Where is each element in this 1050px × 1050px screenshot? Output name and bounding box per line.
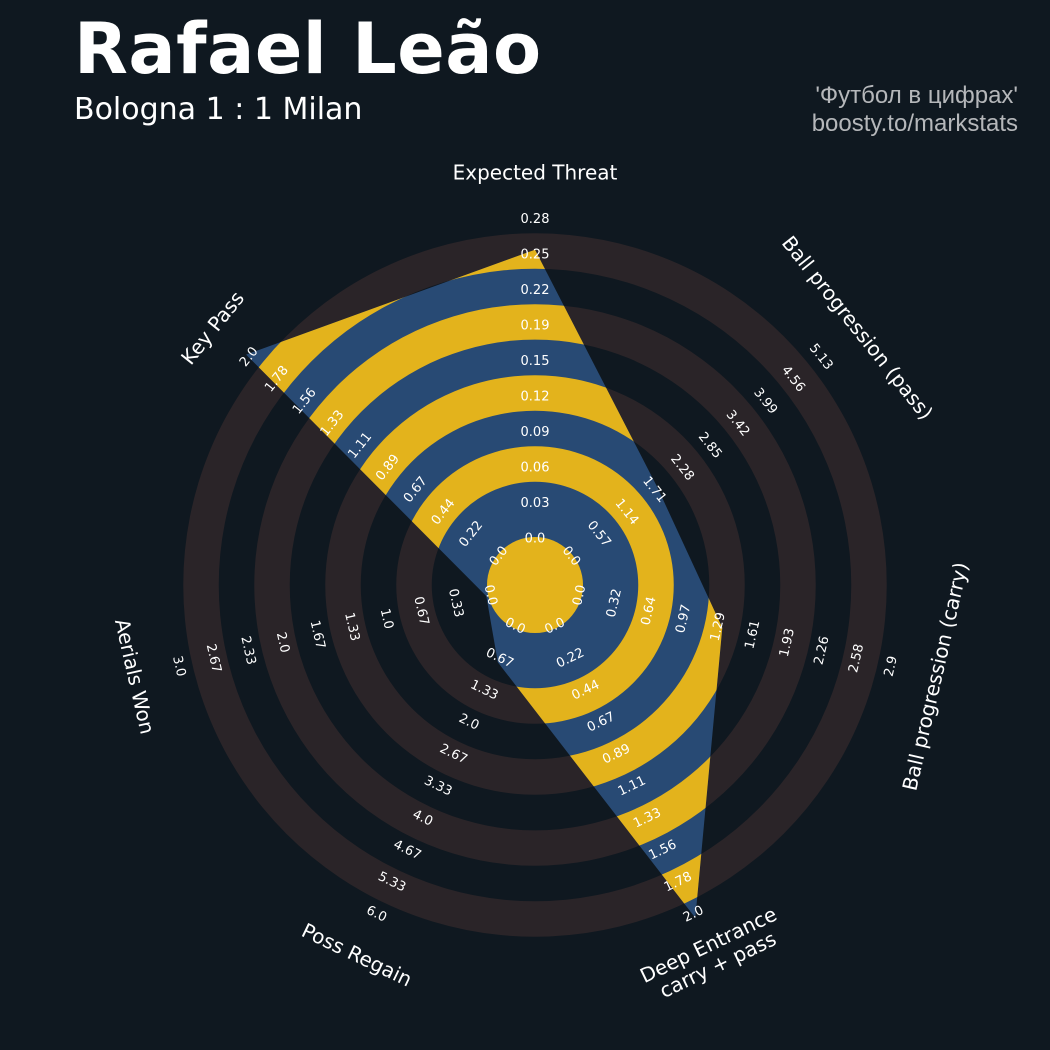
axis-label: Ball progression (carry) [897,560,973,793]
player-polygon-group [246,249,723,918]
tick-label: 0.22 [521,283,550,298]
tick-label: 0.25 [521,248,550,263]
tick-label: 1.61 [742,619,763,651]
tick-label: 1.29 [708,611,729,643]
match-result: Bologna 1 : 1 Milan [74,92,363,127]
tick-label: 0.64 [639,595,660,627]
tick-label: 2.0 [456,711,481,733]
tick-label: 1.33 [341,611,362,643]
axis-label: Poss Regain [298,918,416,991]
tick-label: 4.67 [391,837,424,863]
tick-label: 6.0 [364,903,389,925]
tick-label: 0.0 [525,532,546,547]
tick-label: 0.12 [521,390,550,405]
credit-line-1: 'Футбол в цифрах' [815,82,1018,109]
tick-label: 0.0 [481,583,500,607]
tick-label: 2.26 [812,635,833,667]
tick-label: 0.33 [445,587,466,619]
tick-label: 0.06 [521,461,550,476]
tick-label: 2.58 [846,643,867,675]
credit-line-2: boosty.to/markstats [811,110,1018,137]
player-stripes [246,249,723,918]
tick-label: 0.09 [521,425,550,440]
axis-label: Key Pass [176,286,249,369]
axis-label: Deep Entrancecarry + pass [636,901,790,1007]
tick-label: 0.28 [521,212,550,227]
tick-label: 1.67 [307,619,328,651]
player-name: Rafael Leão [74,8,542,90]
tick-label: 3.33 [422,773,455,799]
tick-label: 1.0 [377,607,396,631]
tick-label: 2.9 [882,655,901,679]
tick-label: 2.33 [237,635,258,667]
tick-label: 3.0 [169,655,188,679]
tick-label: 2.0 [273,631,292,655]
tick-label: 0.32 [604,587,625,619]
radar-tick-labels: 0.0 0.03 0.06 0.09 0.12 0.15 0.19 0.22 0.25 0.28 0… [169,212,901,926]
tick-label: 0.67 [410,595,431,627]
tick-label: 2.0 [681,903,706,925]
tick-label: 0.97 [673,603,694,635]
axis-label: Aerials Won [110,616,160,736]
tick-label: 0.0 [570,583,589,607]
axis-label: Expected Threat [453,160,618,184]
player-stripe-center [487,537,583,633]
tick-label: 1.93 [777,627,798,659]
tick-label: 0.19 [521,319,550,334]
tick-label: 0.03 [521,496,550,511]
tick-label: 2.67 [203,643,224,675]
tick-label: 0.15 [521,354,550,369]
